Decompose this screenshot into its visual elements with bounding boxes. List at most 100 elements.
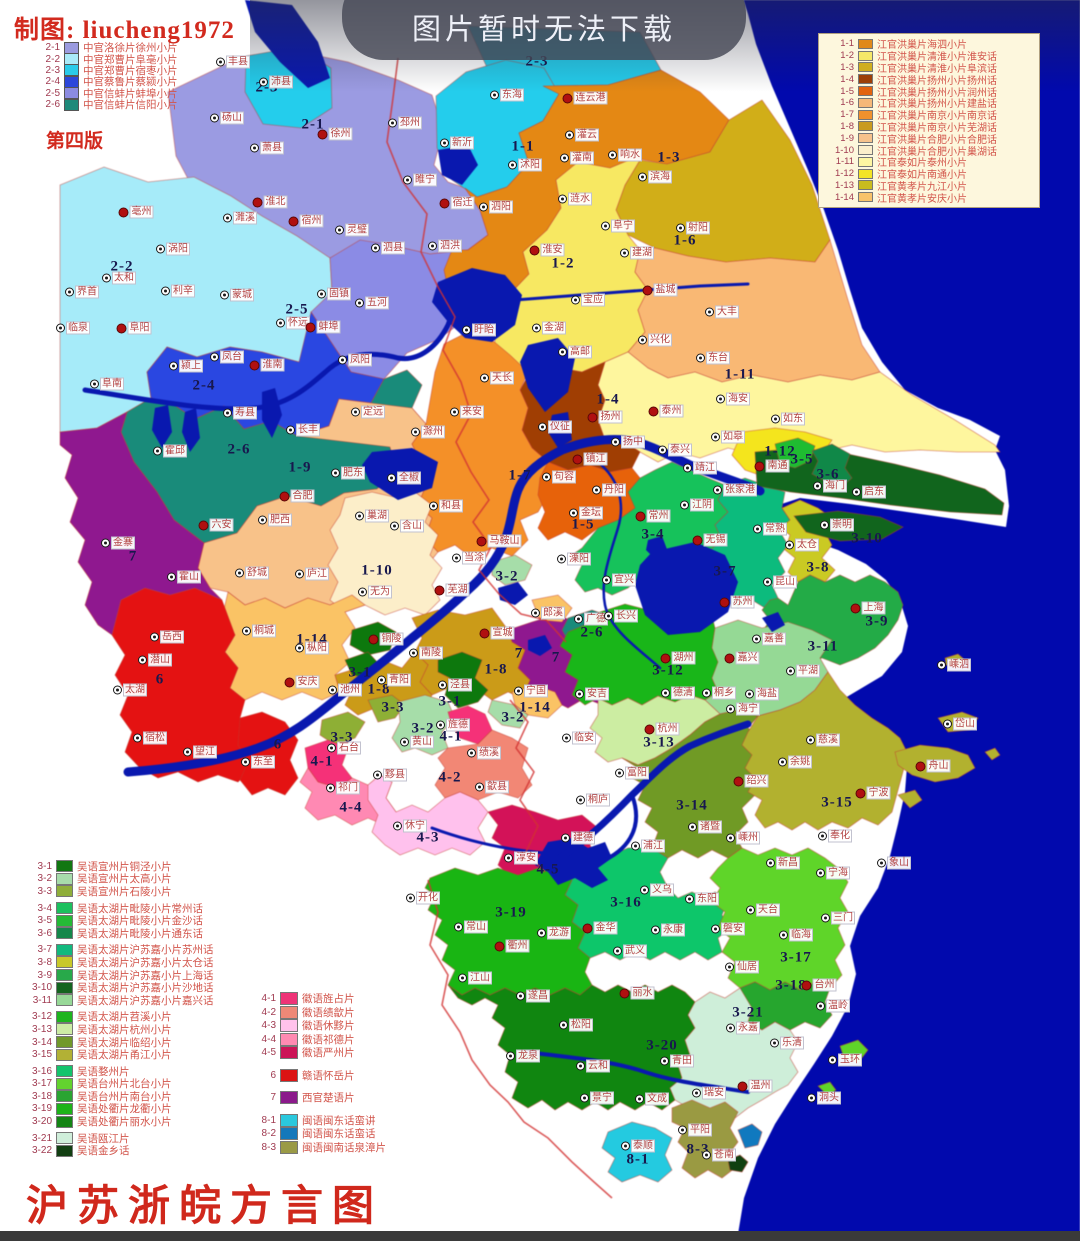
city-name: 长兴 — [614, 609, 638, 623]
city-name: 宿州 — [299, 214, 324, 228]
county-marker — [620, 248, 629, 258]
city-name: 松阳 — [569, 1018, 593, 1032]
city-label-太和: 太和 — [102, 271, 136, 285]
legend-swatch — [280, 992, 298, 1006]
county-marker — [683, 463, 692, 473]
city-name: 太湖 — [123, 683, 147, 697]
legend-swatch — [858, 145, 873, 156]
major-city-marker — [660, 653, 671, 663]
region-code-label: 3-17 — [780, 949, 812, 966]
region-code-label: 1-8 — [367, 681, 391, 698]
region-code-label: 1-9 — [288, 459, 312, 476]
city-label-泰兴: 泰兴 — [658, 443, 692, 457]
city-name: 东至 — [251, 755, 275, 769]
city-name: 上海 — [861, 601, 886, 615]
county-marker — [216, 57, 225, 67]
county-marker — [531, 608, 540, 618]
city-name: 马鞍山 — [487, 534, 522, 548]
county-marker — [328, 685, 337, 695]
county-marker — [828, 1055, 837, 1065]
city-label-龙游: 龙游 — [537, 926, 571, 940]
city-name: 建德 — [571, 831, 595, 845]
region-code-label: 1-8 — [484, 661, 508, 678]
city-name: 南陵 — [419, 646, 443, 660]
city-label-武义: 武义 — [613, 944, 647, 958]
city-label-青田: 青田 — [660, 1054, 694, 1068]
city-label-临泉: 临泉 — [56, 321, 90, 335]
county-marker — [406, 893, 415, 903]
river — [82, 289, 462, 412]
county-marker — [223, 213, 232, 223]
city-name: 宁波 — [866, 786, 891, 800]
legend-swatch — [280, 1019, 298, 1033]
city-label-台州: 台州 — [801, 978, 837, 992]
city-name: 苍南 — [712, 1148, 736, 1162]
legend-swatch — [56, 1144, 73, 1157]
legend-code: 3-7 — [37, 944, 52, 956]
city-name: 建湖 — [630, 246, 654, 260]
legend-label: 江官泰如片南通小片 — [877, 170, 967, 182]
city-name: 启东 — [862, 485, 886, 499]
city-name: 嵊泗 — [947, 658, 971, 672]
region-code-label: 3-1 — [348, 664, 372, 681]
major-city-marker — [529, 245, 540, 255]
city-name: 大丰 — [715, 305, 739, 319]
city-name: 绍兴 — [744, 774, 769, 788]
city-name: 东海 — [500, 88, 524, 102]
city-label-歙县: 歙县 — [475, 780, 509, 794]
major-city-marker — [587, 412, 598, 422]
city-label-阜南: 阜南 — [90, 377, 124, 391]
county-marker — [506, 1051, 515, 1061]
city-name: 德清 — [671, 686, 695, 700]
city-name: 如皋 — [721, 430, 745, 444]
legend-code: 3-8 — [37, 956, 52, 968]
city-label-磐安: 磐安 — [711, 922, 745, 936]
legend-swatch — [64, 53, 79, 66]
sea — [736, 0, 1080, 1241]
legend-code: 3-22 — [31, 1145, 52, 1157]
city-name: 淮南 — [260, 358, 285, 372]
city-label-溧阳: 溧阳 — [557, 552, 591, 566]
city-label-宁波: 宁波 — [855, 786, 891, 800]
city-name: 定远 — [361, 405, 385, 419]
region-code-label: 3-2 — [411, 720, 435, 737]
county-marker — [400, 737, 409, 747]
city-name: 砀山 — [220, 111, 244, 125]
county-marker — [771, 414, 780, 424]
legend-row-1-8: 1-8 江官洪巢片南京小片芜湖话 — [824, 120, 1034, 134]
county-marker — [562, 733, 571, 743]
city-name: 永嘉 — [736, 1021, 760, 1035]
county-marker — [558, 194, 567, 204]
legend-code: 1-8 — [840, 120, 854, 132]
city-label-海盐: 海盐 — [745, 687, 779, 701]
county-marker — [813, 481, 822, 491]
region-code-label: 4-1 — [439, 728, 463, 745]
county-marker — [429, 501, 438, 511]
city-label-萧县: 萧县 — [250, 141, 284, 155]
city-name: 和县 — [439, 499, 463, 513]
city-name: 蚌埠 — [316, 320, 341, 334]
city-label-洞头: 洞头 — [807, 1091, 841, 1105]
city-name: 云和 — [586, 1059, 610, 1073]
city-name: 新沂 — [450, 136, 474, 150]
city-name: 涟水 — [568, 192, 592, 206]
county-marker — [409, 648, 418, 658]
city-name: 富阳 — [625, 766, 649, 780]
dialect-region-4-3 — [367, 774, 489, 856]
major-city-marker — [642, 285, 653, 295]
county-marker — [331, 468, 340, 478]
city-name: 潜山 — [148, 653, 172, 667]
city-name: 天长 — [490, 371, 514, 385]
legend-label: 中官郑曹片宿枣小片 — [83, 64, 178, 77]
county-marker — [102, 273, 111, 283]
legend-group: 4-1 徽语旌占片 4-2 徽语绩歙片 4-3 徽语休黟片 4-4 徽语祁德片 4-5 徽语严州片 — [246, 992, 386, 1060]
region-code-label: 6 — [273, 736, 283, 753]
city-name: 泾县 — [448, 678, 472, 692]
county-marker — [338, 355, 347, 365]
county-marker — [816, 868, 825, 878]
legend-code: 8-1 — [261, 1114, 276, 1126]
county-marker — [65, 287, 74, 297]
legend-label: 吴语太湖片毗陵小片通东话 — [77, 927, 203, 940]
legend-code: 4-1 — [261, 993, 276, 1005]
